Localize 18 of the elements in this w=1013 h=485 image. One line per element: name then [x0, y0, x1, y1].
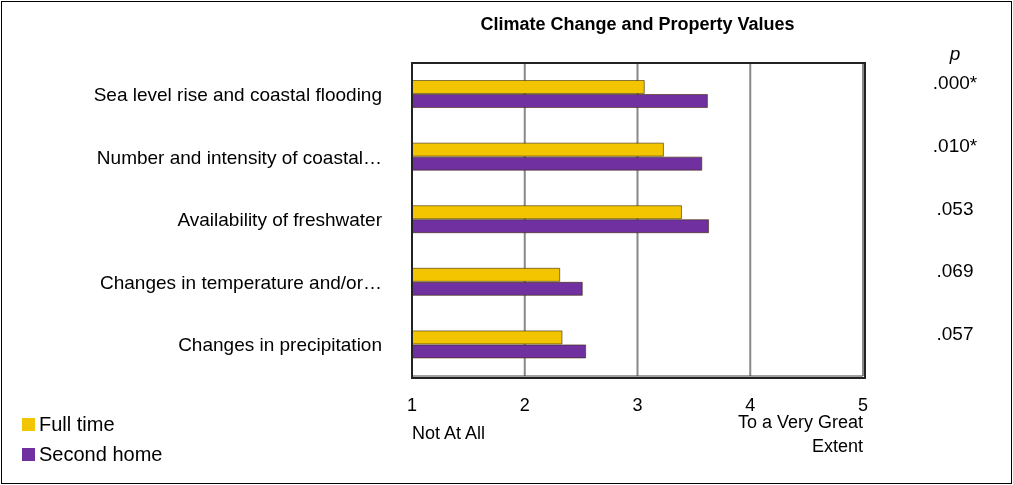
legend-label: Second home [39, 442, 163, 467]
chart-title: Climate Change and Property Values [479, 14, 796, 35]
y-tick-label: Sea level rise and coastal flooding [93, 84, 382, 106]
x-tick-label: 1 [406, 394, 418, 415]
legend-label: Full time [39, 412, 115, 437]
x-tick-label: 3 [632, 394, 643, 415]
y-tick-label: Availability of freshwater [177, 209, 383, 231]
y-tick-label: Changes in temperature and/or… [100, 271, 382, 293]
y-tick-label: Number and intensity of coastal… [96, 146, 382, 168]
text: Not At All [412, 423, 486, 444]
y-tick-label: Changes in precipitation [178, 334, 382, 356]
text: .057 [935, 322, 975, 345]
x-tick-label: 2 [519, 394, 530, 415]
text: .000* [931, 72, 979, 95]
text: .053 [935, 197, 975, 220]
text: p [948, 43, 962, 65]
text: .010* [931, 134, 979, 157]
text: .069 [935, 260, 975, 283]
